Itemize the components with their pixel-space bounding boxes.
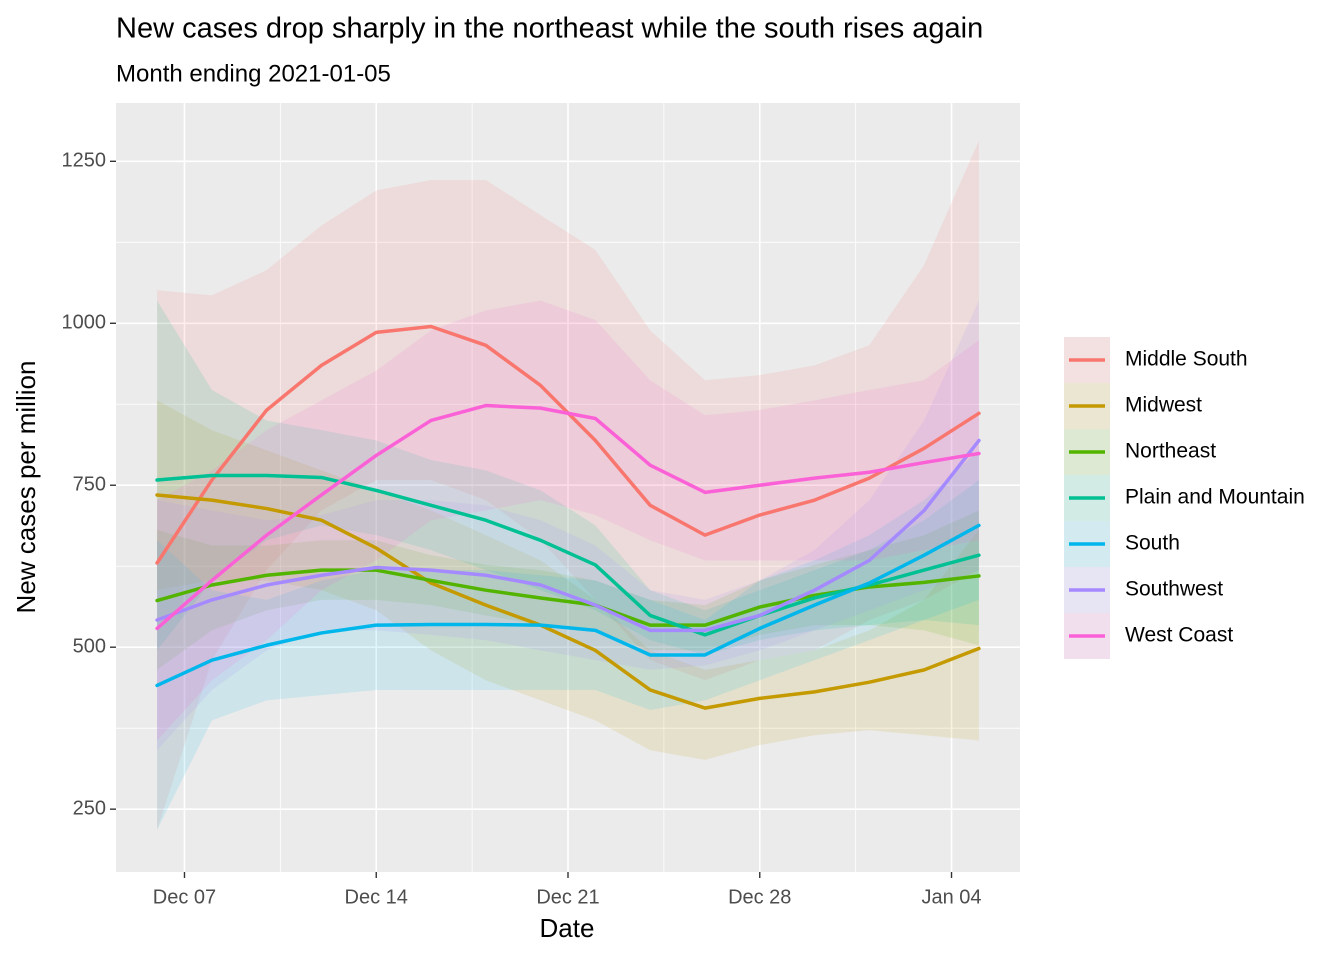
legend-label: South xyxy=(1125,532,1180,555)
chart-title: New cases drop sharply in the northeast … xyxy=(116,13,983,45)
confidence-band xyxy=(157,450,979,830)
y-tick-label: 1250 xyxy=(62,150,107,172)
confidence-band xyxy=(157,510,979,670)
series-line xyxy=(155,403,981,631)
legend-label: Northeast xyxy=(1125,440,1216,463)
y-tick-label: 750 xyxy=(73,474,106,496)
legend-label: Midwest xyxy=(1125,394,1202,417)
y-tick-label: 500 xyxy=(73,635,106,657)
chart-subtitle: Month ending 2021-01-05 xyxy=(116,60,391,87)
x-tick-label: Jan 04 xyxy=(921,886,981,908)
series-line xyxy=(155,523,981,688)
legend-label: Plain and Mountain xyxy=(1125,486,1305,509)
series-line xyxy=(155,438,981,633)
legend-label: Southwest xyxy=(1125,578,1223,601)
legend-label: West Coast xyxy=(1125,624,1233,647)
x-tick-label: Dec 21 xyxy=(536,886,599,908)
y-tick-label: 250 xyxy=(73,797,106,819)
y-tick-label: 1000 xyxy=(62,312,107,334)
confidence-band xyxy=(157,300,979,741)
x-tick-label: Dec 28 xyxy=(728,886,791,908)
x-tick-label: Dec 14 xyxy=(345,886,408,908)
confidence-band xyxy=(157,300,979,751)
legend-label: Middle South xyxy=(1125,348,1248,371)
y-axis-title: New cases per million xyxy=(11,361,41,614)
x-axis-title: Date xyxy=(540,913,595,943)
confidence-band xyxy=(157,400,979,760)
x-tick-label: Dec 07 xyxy=(153,886,216,908)
confidence-band xyxy=(157,140,979,830)
series-line xyxy=(155,473,981,637)
